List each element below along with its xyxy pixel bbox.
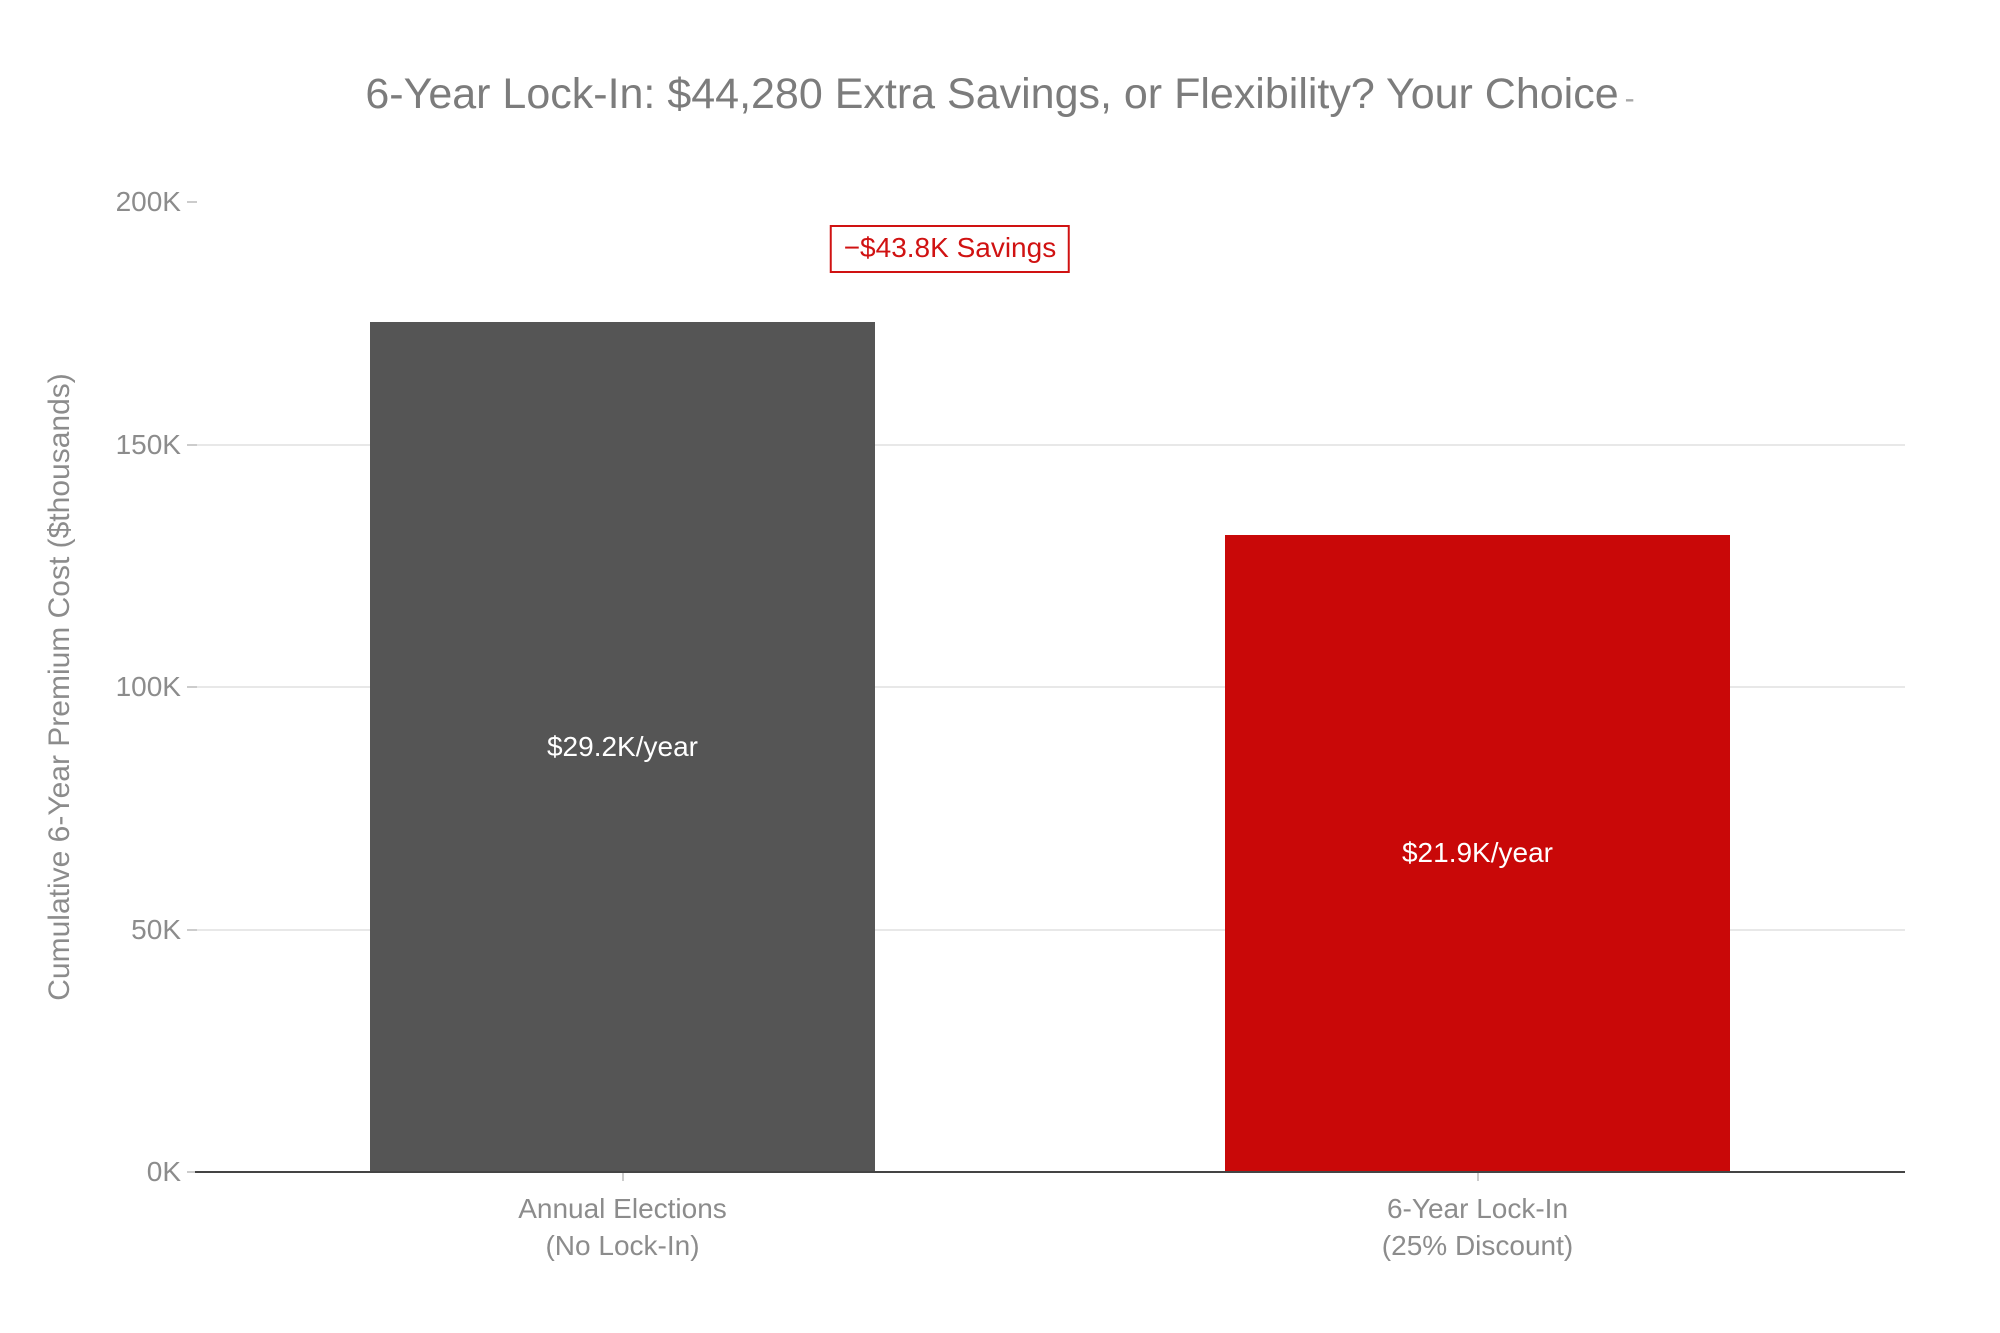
gridline [195,928,1905,931]
x-category-label: Annual Elections (No Lock-In) [518,1193,727,1261]
bar-annual-elections-no-lock-in[interactable]: $29.2K/year [370,322,875,1172]
y-tick-label: 200K [115,186,181,217]
chart-title: 6-Year Lock-In: $44,280 Extra Savings, o… [0,70,2000,119]
savings-annotation: −$43.8K Savings [829,225,1071,274]
chart-title-text: 6-Year Lock-In: $44,280 Extra Savings, o… [365,70,1619,118]
gridline [195,443,1905,446]
y-tick-mark [187,201,197,203]
savings-annotation-text: −$43.8K Savings [843,232,1057,264]
title-dash: - [1624,82,1635,115]
x-category-label: 6-Year Lock-In (25% Discount) [1381,1193,1574,1261]
y-tick-mark [187,1171,197,1173]
y-tick-label: 150K [115,428,181,460]
y-tick-mark [187,443,197,446]
y-tick-mark [187,686,197,688]
y-tick-label: 100K [115,671,181,702]
y-tick-mark [187,928,197,931]
bar-6-year-lock-in-25-discount[interactable]: $21.9K/year [1225,534,1730,1172]
y-axis-title: Cumulative 6-Year Premium Cost ($thousan… [43,373,76,1001]
x-tick-mark [1476,1172,1479,1181]
plot-area: −$43.8K Savings 0K 50K 100K 150K 200K $29.2K/… [116,186,1905,1261]
y-tick-label: 0K [146,1156,181,1187]
gridline [195,686,1905,688]
bar-value-label: $29.2K/year [546,731,698,763]
bar-value-label: $21.9K/year [1401,837,1553,869]
x-tick-mark [621,1172,624,1181]
y-tick-label: 50K [131,913,181,945]
x-axis-line [195,1171,1905,1173]
